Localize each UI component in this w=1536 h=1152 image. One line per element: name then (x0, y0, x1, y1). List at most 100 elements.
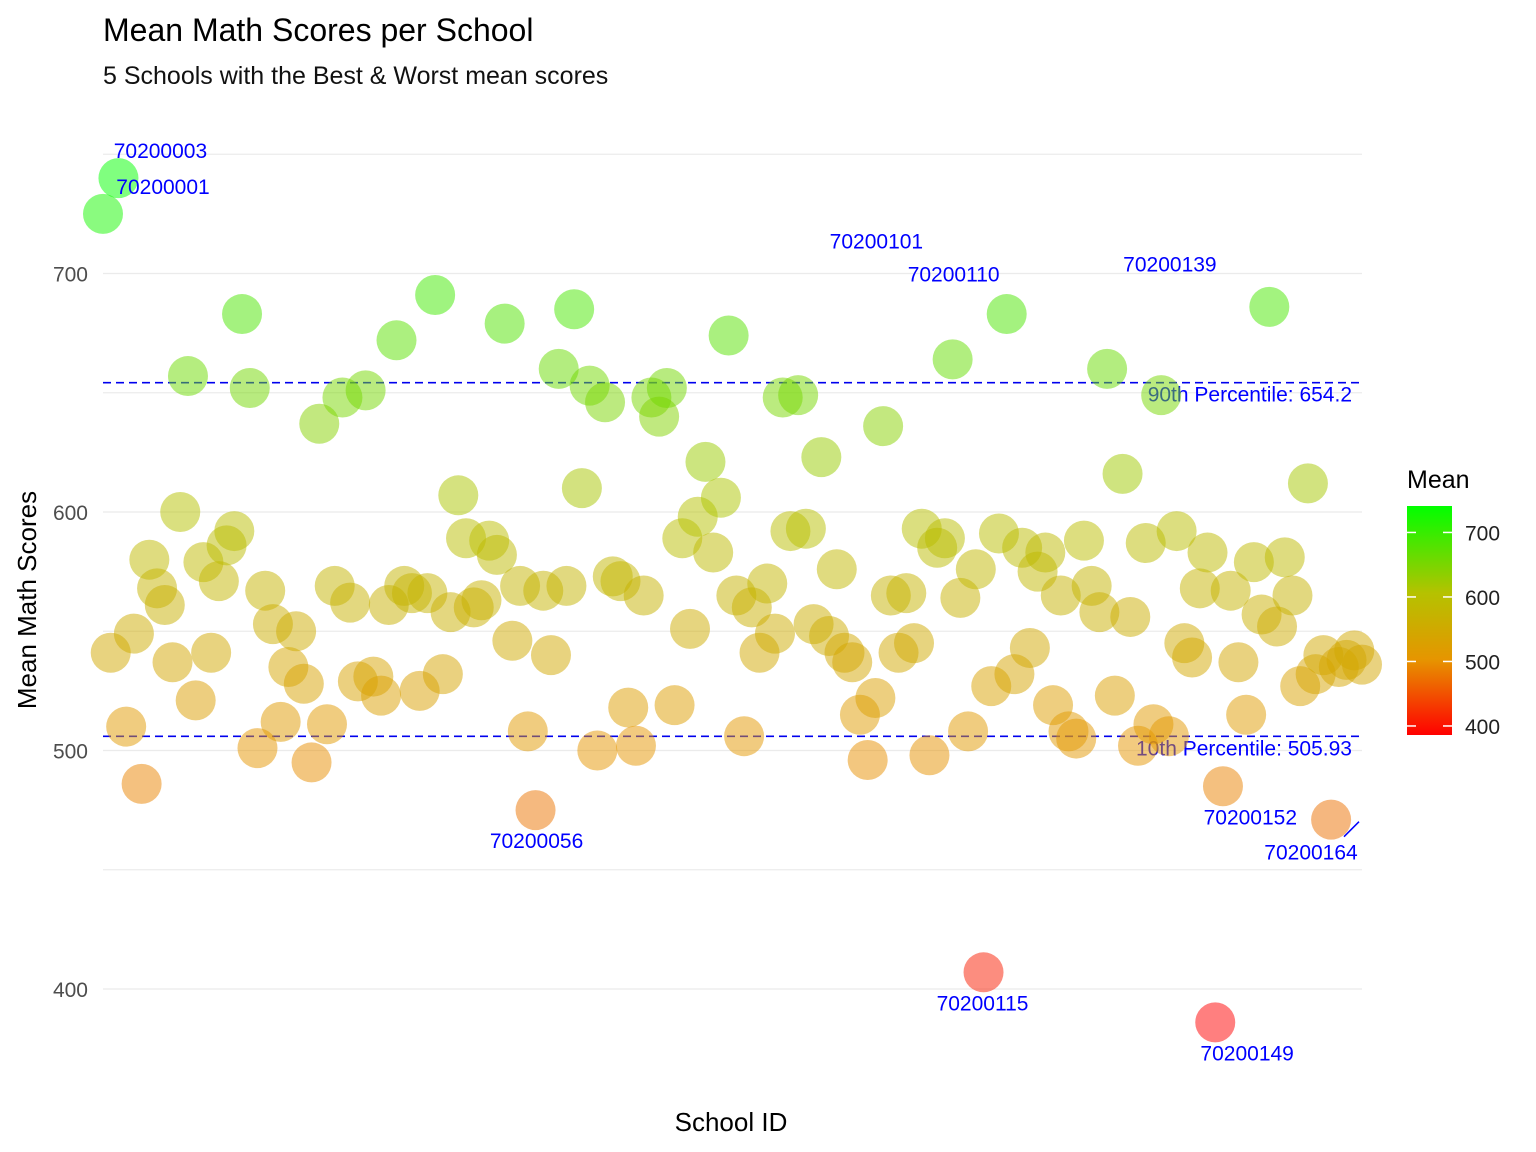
data-point (1172, 637, 1213, 678)
data-point (167, 356, 208, 397)
data-point (1264, 537, 1305, 578)
data-point (955, 549, 996, 590)
reference-line-label: 90th Percentile: 654.2 (1148, 384, 1352, 407)
legend-tick-label: 700 (1465, 522, 1500, 545)
data-point (1056, 718, 1097, 759)
data-point (1257, 606, 1298, 647)
data-point (855, 678, 896, 719)
legend-ticks: 400 500 600 700 (1407, 522, 1500, 739)
data-point (160, 492, 201, 532)
data-point (1187, 532, 1228, 573)
point-labels: 70200001 70200003 70200056 70200101 70200110… (114, 140, 1360, 1065)
label-leader-line (1343, 821, 1360, 838)
data-point (708, 315, 749, 356)
data-point (121, 763, 162, 804)
data-point (894, 623, 935, 664)
color-legend: Mean 400 500 600 700 (1407, 466, 1500, 739)
data-point (932, 339, 973, 380)
data-point (747, 563, 788, 604)
y-tick-label: 700 (53, 264, 88, 287)
data-point (754, 613, 795, 654)
chart-title: Mean Math Scores per School (103, 12, 533, 48)
data-point (1079, 592, 1120, 633)
data-point (863, 406, 904, 447)
legend-tick-label: 400 (1465, 716, 1500, 739)
data-point (538, 348, 579, 389)
data-point (1102, 453, 1143, 494)
data-point (1025, 532, 1066, 573)
data-point (577, 730, 618, 771)
data-point (1156, 511, 1197, 552)
data-point (1202, 766, 1243, 807)
data-point (222, 294, 263, 335)
y-tick-label: 600 (53, 502, 88, 525)
data-point (585, 382, 626, 423)
data-point (83, 193, 123, 234)
data-point (191, 632, 232, 673)
legend-tick-label: 500 (1465, 651, 1500, 674)
data-point (361, 675, 402, 716)
data-point (260, 701, 301, 742)
data-point (615, 725, 656, 766)
legend-tick-label: 600 (1465, 587, 1500, 610)
data-point (1287, 463, 1328, 504)
y-tick-label: 500 (53, 741, 88, 764)
data-point (1087, 348, 1128, 389)
point-label: 70200115 (937, 992, 1029, 1015)
x-axis-title: School ID (675, 1107, 788, 1137)
data-point (345, 370, 386, 411)
data-point (106, 706, 147, 747)
data-point (1210, 570, 1251, 611)
data-point (1094, 675, 1135, 716)
data-point (948, 711, 989, 752)
y-axis-title: Mean Math Scores (12, 491, 42, 709)
data-point (778, 375, 819, 416)
data-point (214, 511, 255, 552)
data-point (693, 532, 734, 573)
data-point (415, 274, 456, 315)
point-label: 70200164 (1264, 842, 1358, 865)
data-point (554, 289, 595, 330)
data-point (276, 611, 317, 652)
data-points (83, 158, 1382, 1043)
y-axis-ticks: 400 500 600 700 (53, 264, 88, 1003)
data-point (1125, 523, 1166, 564)
data-point (801, 437, 842, 478)
data-point (229, 367, 270, 408)
legend-title: Mean (1407, 466, 1470, 494)
data-point (963, 952, 1004, 993)
data-point (1040, 575, 1081, 616)
data-point (724, 716, 765, 757)
point-label: 70200056 (490, 830, 583, 853)
data-point (1218, 642, 1259, 683)
data-point (886, 573, 927, 614)
data-point (924, 518, 965, 559)
data-point (646, 367, 687, 408)
point-label: 70200110 (908, 263, 1000, 286)
point-label: 70200139 (1123, 254, 1216, 277)
data-point (476, 534, 517, 575)
data-point (152, 642, 193, 683)
y-tick-label: 400 (53, 979, 88, 1002)
data-point (623, 575, 664, 616)
data-point (507, 711, 548, 752)
data-point (608, 687, 649, 728)
data-point (461, 580, 502, 621)
data-point (1110, 596, 1151, 637)
data-point (515, 790, 556, 831)
data-point (654, 685, 695, 726)
point-label: 70200003 (114, 140, 207, 163)
data-point (816, 549, 857, 590)
data-point (1272, 575, 1313, 616)
data-point (785, 508, 826, 549)
data-point (546, 565, 587, 606)
data-point (1179, 568, 1220, 609)
data-point (1233, 542, 1274, 583)
data-point (1009, 627, 1050, 668)
data-point (144, 585, 185, 626)
data-point (245, 570, 286, 611)
data-point (1226, 694, 1267, 735)
reference-lines: 90th Percentile: 654.2 10th Percentile: 5… (103, 381, 1362, 760)
data-point (175, 680, 216, 721)
